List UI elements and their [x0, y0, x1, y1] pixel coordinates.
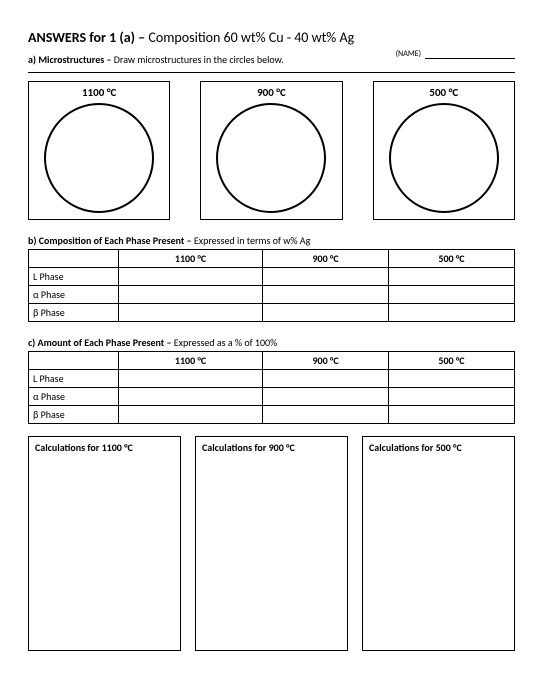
calc-label: Calculations for 900 °C — [202, 441, 295, 454]
calc-box-900[interactable]: Calculations for 900 °C — [195, 436, 348, 651]
calc-label: Calculations for 1100 °C — [35, 441, 133, 454]
table-row: α Phase — [29, 388, 515, 406]
col-header: 500 °C — [389, 250, 515, 268]
title-line: ANSWERS for 1 (a) – Composition 60 wt% C… — [28, 28, 515, 47]
micro-box-500: 500 °C — [373, 81, 515, 220]
calc-label: Calculations for 500 °C — [369, 441, 462, 454]
cell[interactable] — [263, 388, 389, 406]
cell[interactable] — [389, 406, 515, 424]
name-label: (NAME) — [396, 49, 421, 59]
table-row: β Phase — [29, 304, 515, 322]
cell[interactable] — [263, 286, 389, 304]
title-main: Composition 60 wt% Cu - 40 wt% Ag — [148, 29, 354, 46]
cell[interactable] — [389, 370, 515, 388]
cell[interactable] — [389, 268, 515, 286]
table-row: 1100 °C 900 °C 500 °C — [29, 250, 515, 268]
divider — [28, 72, 515, 73]
micro-circle-500[interactable] — [389, 103, 499, 213]
table-row: L Phase — [29, 268, 515, 286]
cell[interactable] — [119, 304, 263, 322]
col-header: 1100 °C — [119, 352, 263, 370]
section-a-header-row: a) Microstructures – Draw microstructure… — [28, 49, 515, 68]
calc-box-1100[interactable]: Calculations for 1100 °C — [28, 436, 181, 651]
row-label: L Phase — [29, 370, 119, 388]
name-field: (NAME) — [396, 49, 515, 59]
row-label: α Phase — [29, 388, 119, 406]
cell[interactable] — [119, 370, 263, 388]
section-c-bold: c) Amount of Each Phase Present – — [28, 336, 174, 349]
row-label: L Phase — [29, 268, 119, 286]
blank-header — [29, 250, 119, 268]
col-header: 500 °C — [389, 352, 515, 370]
section-c-label: c) Amount of Each Phase Present – Expres… — [28, 336, 515, 349]
table-row: 1100 °C 900 °C 500 °C — [29, 352, 515, 370]
table-composition: 1100 °C 900 °C 500 °C L Phase α Phase β … — [28, 249, 515, 322]
calculations-row: Calculations for 1100 °C Calculations fo… — [28, 436, 515, 651]
row-label: α Phase — [29, 286, 119, 304]
microstructure-row: 1100 °C 900 °C 500 °C — [28, 81, 515, 220]
table-row: L Phase — [29, 370, 515, 388]
col-header: 900 °C — [263, 250, 389, 268]
col-header: 1100 °C — [119, 250, 263, 268]
title-prefix: ANSWERS for 1 (a) – — [28, 29, 148, 46]
micro-hdr-1100: 1100 °C — [29, 84, 169, 103]
section-b-label: b) Composition of Each Phase Present – E… — [28, 234, 515, 247]
micro-circle-1100[interactable] — [44, 103, 154, 213]
cell[interactable] — [119, 388, 263, 406]
cell[interactable] — [263, 406, 389, 424]
micro-hdr-500: 500 °C — [374, 84, 514, 103]
section-a-label: a) Microstructures – Draw microstructure… — [28, 53, 284, 66]
section-c-rest: Expressed as a % of 100% — [174, 336, 277, 349]
section-b-rest: Expressed in terms of w% Ag — [194, 234, 310, 247]
calc-box-500[interactable]: Calculations for 500 °C — [362, 436, 515, 651]
cell[interactable] — [263, 370, 389, 388]
cell[interactable] — [389, 388, 515, 406]
table-row: α Phase — [29, 286, 515, 304]
cell[interactable] — [389, 304, 515, 322]
section-a-bold: a) Microstructures – — [28, 53, 114, 66]
micro-box-900: 900 °C — [200, 81, 342, 220]
micro-circle-900[interactable] — [216, 103, 326, 213]
table-amount: 1100 °C 900 °C 500 °C L Phase α Phase β … — [28, 351, 515, 424]
row-label: β Phase — [29, 304, 119, 322]
row-label: β Phase — [29, 406, 119, 424]
cell[interactable] — [263, 304, 389, 322]
cell[interactable] — [263, 268, 389, 286]
cell[interactable] — [119, 286, 263, 304]
cell[interactable] — [119, 268, 263, 286]
micro-box-1100: 1100 °C — [28, 81, 170, 220]
col-header: 900 °C — [263, 352, 389, 370]
blank-header — [29, 352, 119, 370]
cell[interactable] — [119, 406, 263, 424]
name-blank-line[interactable] — [425, 49, 515, 59]
worksheet-page: ANSWERS for 1 (a) – Composition 60 wt% C… — [0, 0, 543, 671]
micro-hdr-900: 900 °C — [201, 84, 341, 103]
table-row: β Phase — [29, 406, 515, 424]
section-a-rest: Draw microstructures in the circles belo… — [114, 53, 284, 66]
cell[interactable] — [389, 286, 515, 304]
section-b-bold: b) Composition of Each Phase Present – — [28, 234, 194, 247]
